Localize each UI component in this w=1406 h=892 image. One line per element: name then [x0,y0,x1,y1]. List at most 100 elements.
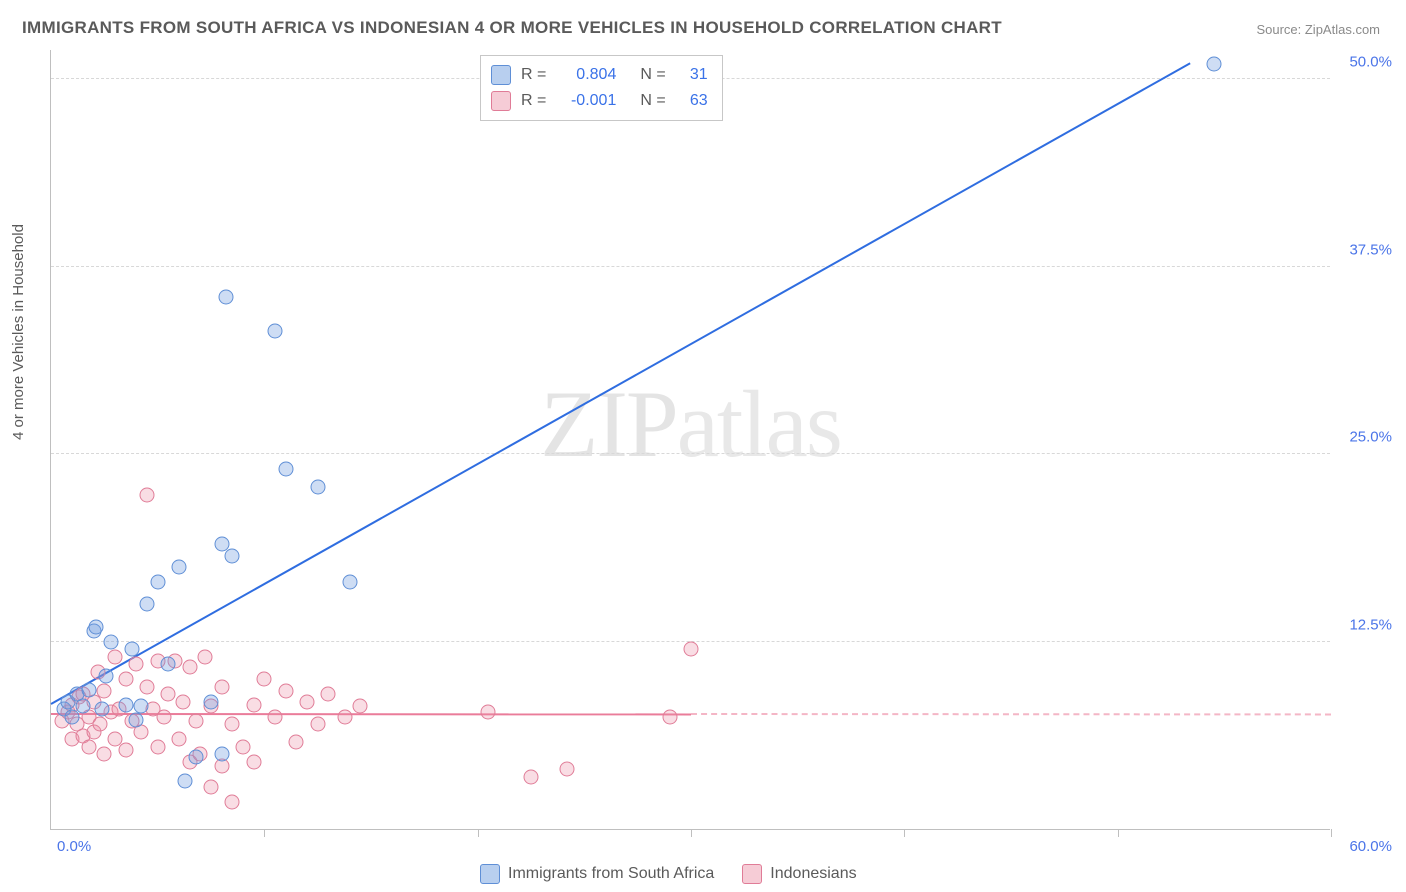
data-point [246,754,261,769]
legend-swatch [742,864,762,884]
data-point [289,735,304,750]
x-tick [264,829,265,837]
series-label: Indonesians [770,865,856,883]
data-point [310,717,325,732]
legend-n-label: N = [640,66,665,84]
data-point [214,679,229,694]
data-point [99,669,114,684]
data-point [140,679,155,694]
data-point [103,634,118,649]
data-point [140,487,155,502]
data-point [321,687,336,702]
x-tick [1331,829,1332,837]
data-point [225,549,240,564]
data-point [1206,57,1221,72]
data-point [257,672,272,687]
data-point [118,697,133,712]
data-point [268,709,283,724]
data-point [204,694,219,709]
x-tick [478,829,479,837]
y-tick-label: 50.0% [1349,54,1392,71]
data-point [97,684,112,699]
x-tick [904,829,905,837]
data-point [246,697,261,712]
data-point [225,795,240,810]
data-point [268,324,283,339]
series-legend-item: Immigrants from South Africa [480,864,714,884]
legend-n-label: N = [640,92,665,110]
data-point [118,742,133,757]
data-point [176,694,191,709]
data-point [278,684,293,699]
data-point [225,717,240,732]
regression-line [691,713,1331,715]
data-point [178,774,193,789]
data-point [310,480,325,495]
data-point [342,574,357,589]
data-point [300,694,315,709]
data-point [157,709,172,724]
x-tick [691,829,692,837]
legend-n-value: 63 [676,92,708,110]
data-point [189,750,204,765]
data-point [93,717,108,732]
data-point [161,687,176,702]
x-axis-min-label: 0.0% [57,838,91,855]
data-point [662,709,677,724]
legend-swatch [491,91,511,111]
source-attribution: Source: ZipAtlas.com [1256,22,1380,37]
data-point [560,762,575,777]
data-point [76,699,91,714]
data-point [129,657,144,672]
data-point [524,769,539,784]
data-point [214,747,229,762]
y-axis-label: 4 or more Vehicles in Household [10,224,27,440]
data-point [204,780,219,795]
data-point [97,747,112,762]
correlation-legend: R = 0.804 N = 31 R = -0.001 N = 63 [480,55,723,121]
series-legend: Immigrants from South Africa Indonesians [480,864,857,884]
data-point [197,649,212,664]
watermark: ZIPatlas [540,369,841,479]
legend-r-label: R = [521,92,546,110]
series-label: Immigrants from South Africa [508,865,714,883]
chart-title: IMMIGRANTS FROM SOUTH AFRICA VS INDONESI… [22,18,1002,38]
scatter-plot-area: ZIPatlas 12.5%25.0%37.5%50.0%0.0%60.0% [50,50,1330,830]
data-point [189,714,204,729]
data-point [150,574,165,589]
data-point [481,705,496,720]
legend-r-value: 0.804 [556,66,616,84]
data-point [236,739,251,754]
gridline [51,453,1330,454]
legend-row: R = -0.001 N = 63 [491,88,708,114]
regression-line [51,62,1191,705]
data-point [182,660,197,675]
data-point [172,559,187,574]
legend-row: R = 0.804 N = 31 [491,62,708,88]
data-point [353,699,368,714]
data-point [125,642,140,657]
y-tick-label: 12.5% [1349,616,1392,633]
data-point [108,649,123,664]
data-point [140,597,155,612]
data-point [129,712,144,727]
data-point [172,732,187,747]
data-point [684,642,699,657]
data-point [95,702,110,717]
y-tick-label: 25.0% [1349,429,1392,446]
data-point [150,739,165,754]
x-axis-max-label: 60.0% [1349,838,1392,855]
legend-swatch [491,65,511,85]
legend-n-value: 31 [676,66,708,84]
legend-r-value: -0.001 [556,92,616,110]
gridline [51,266,1330,267]
data-point [218,289,233,304]
series-legend-item: Indonesians [742,864,856,884]
y-tick-label: 37.5% [1349,241,1392,258]
legend-r-label: R = [521,66,546,84]
legend-swatch [480,864,500,884]
x-tick [1118,829,1119,837]
data-point [82,739,97,754]
data-point [88,619,103,634]
data-point [82,682,97,697]
